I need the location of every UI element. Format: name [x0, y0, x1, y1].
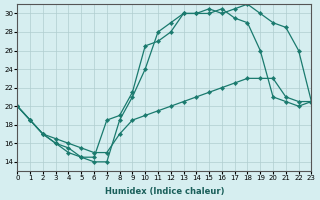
X-axis label: Humidex (Indice chaleur): Humidex (Indice chaleur)	[105, 187, 224, 196]
